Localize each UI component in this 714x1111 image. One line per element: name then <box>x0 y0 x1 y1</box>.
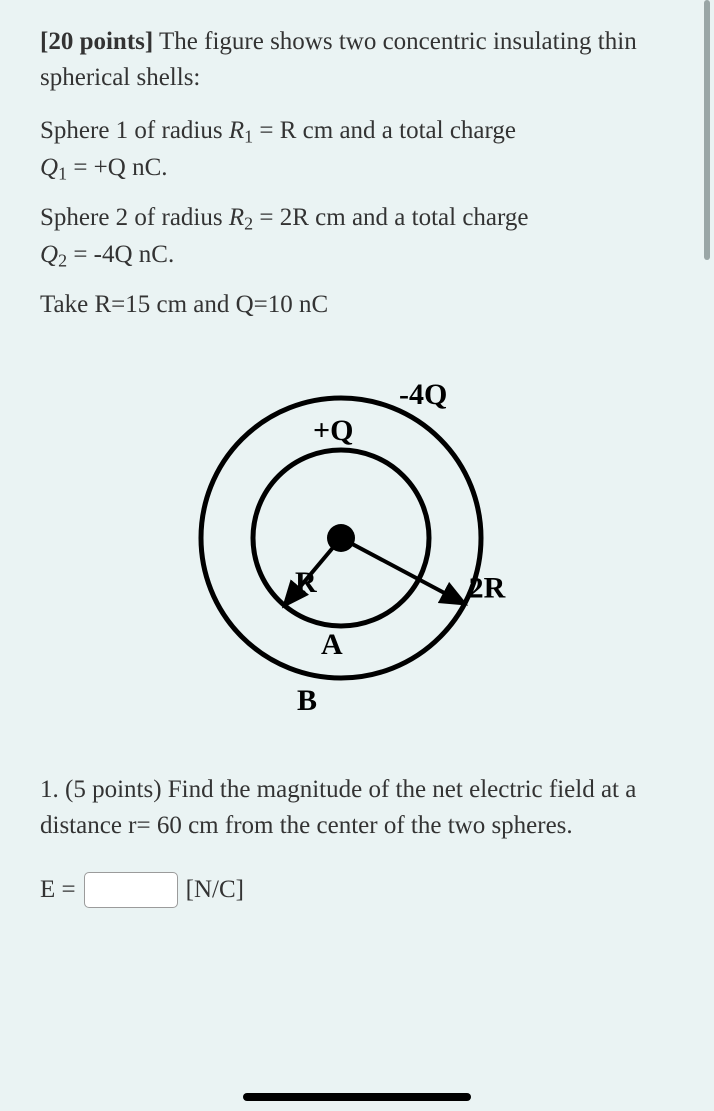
spheres-diagram: -4Q +Q R 2R AB <box>171 360 531 720</box>
answer-unit: [N/C] <box>186 876 244 904</box>
sphere1-line: Sphere 1 of radius R1 = R cm and a total… <box>40 113 662 186</box>
question-1: 1. (5 points) Find the magnitude of the … <box>40 772 662 845</box>
Q1-var: Q1 <box>40 154 67 181</box>
Q2-var: Q2 <box>40 241 67 268</box>
problem-page: [20 points] The figure shows two concent… <box>0 0 684 908</box>
svg-text:R: R <box>295 566 317 599</box>
svg-text:-4Q: -4Q <box>399 378 447 411</box>
answer-lhs: E = <box>40 876 76 904</box>
home-indicator <box>243 1093 471 1101</box>
sphere2-line: Sphere 2 of radius R2 = 2R cm and a tota… <box>40 200 662 273</box>
R2-var: R2 <box>229 204 253 231</box>
answer-row: E = [N/C] <box>40 872 662 908</box>
svg-text:+Q: +Q <box>313 414 353 447</box>
svg-text:2R: 2R <box>469 571 506 604</box>
answer-input[interactable] <box>84 872 178 908</box>
diagram-container: -4Q +Q R 2R AB <box>40 360 662 720</box>
scrollbar-track[interactable] <box>704 0 710 1111</box>
take-values: Take R=15 cm and Q=10 nC <box>40 287 662 323</box>
svg-text:B: B <box>297 684 317 717</box>
points-label: [20 points] <box>40 28 153 55</box>
R1-var: R1 <box>229 117 253 144</box>
svg-text:A: A <box>321 628 343 661</box>
problem-header: [20 points] The figure shows two concent… <box>40 24 662 95</box>
scrollbar-thumb[interactable] <box>704 0 710 260</box>
